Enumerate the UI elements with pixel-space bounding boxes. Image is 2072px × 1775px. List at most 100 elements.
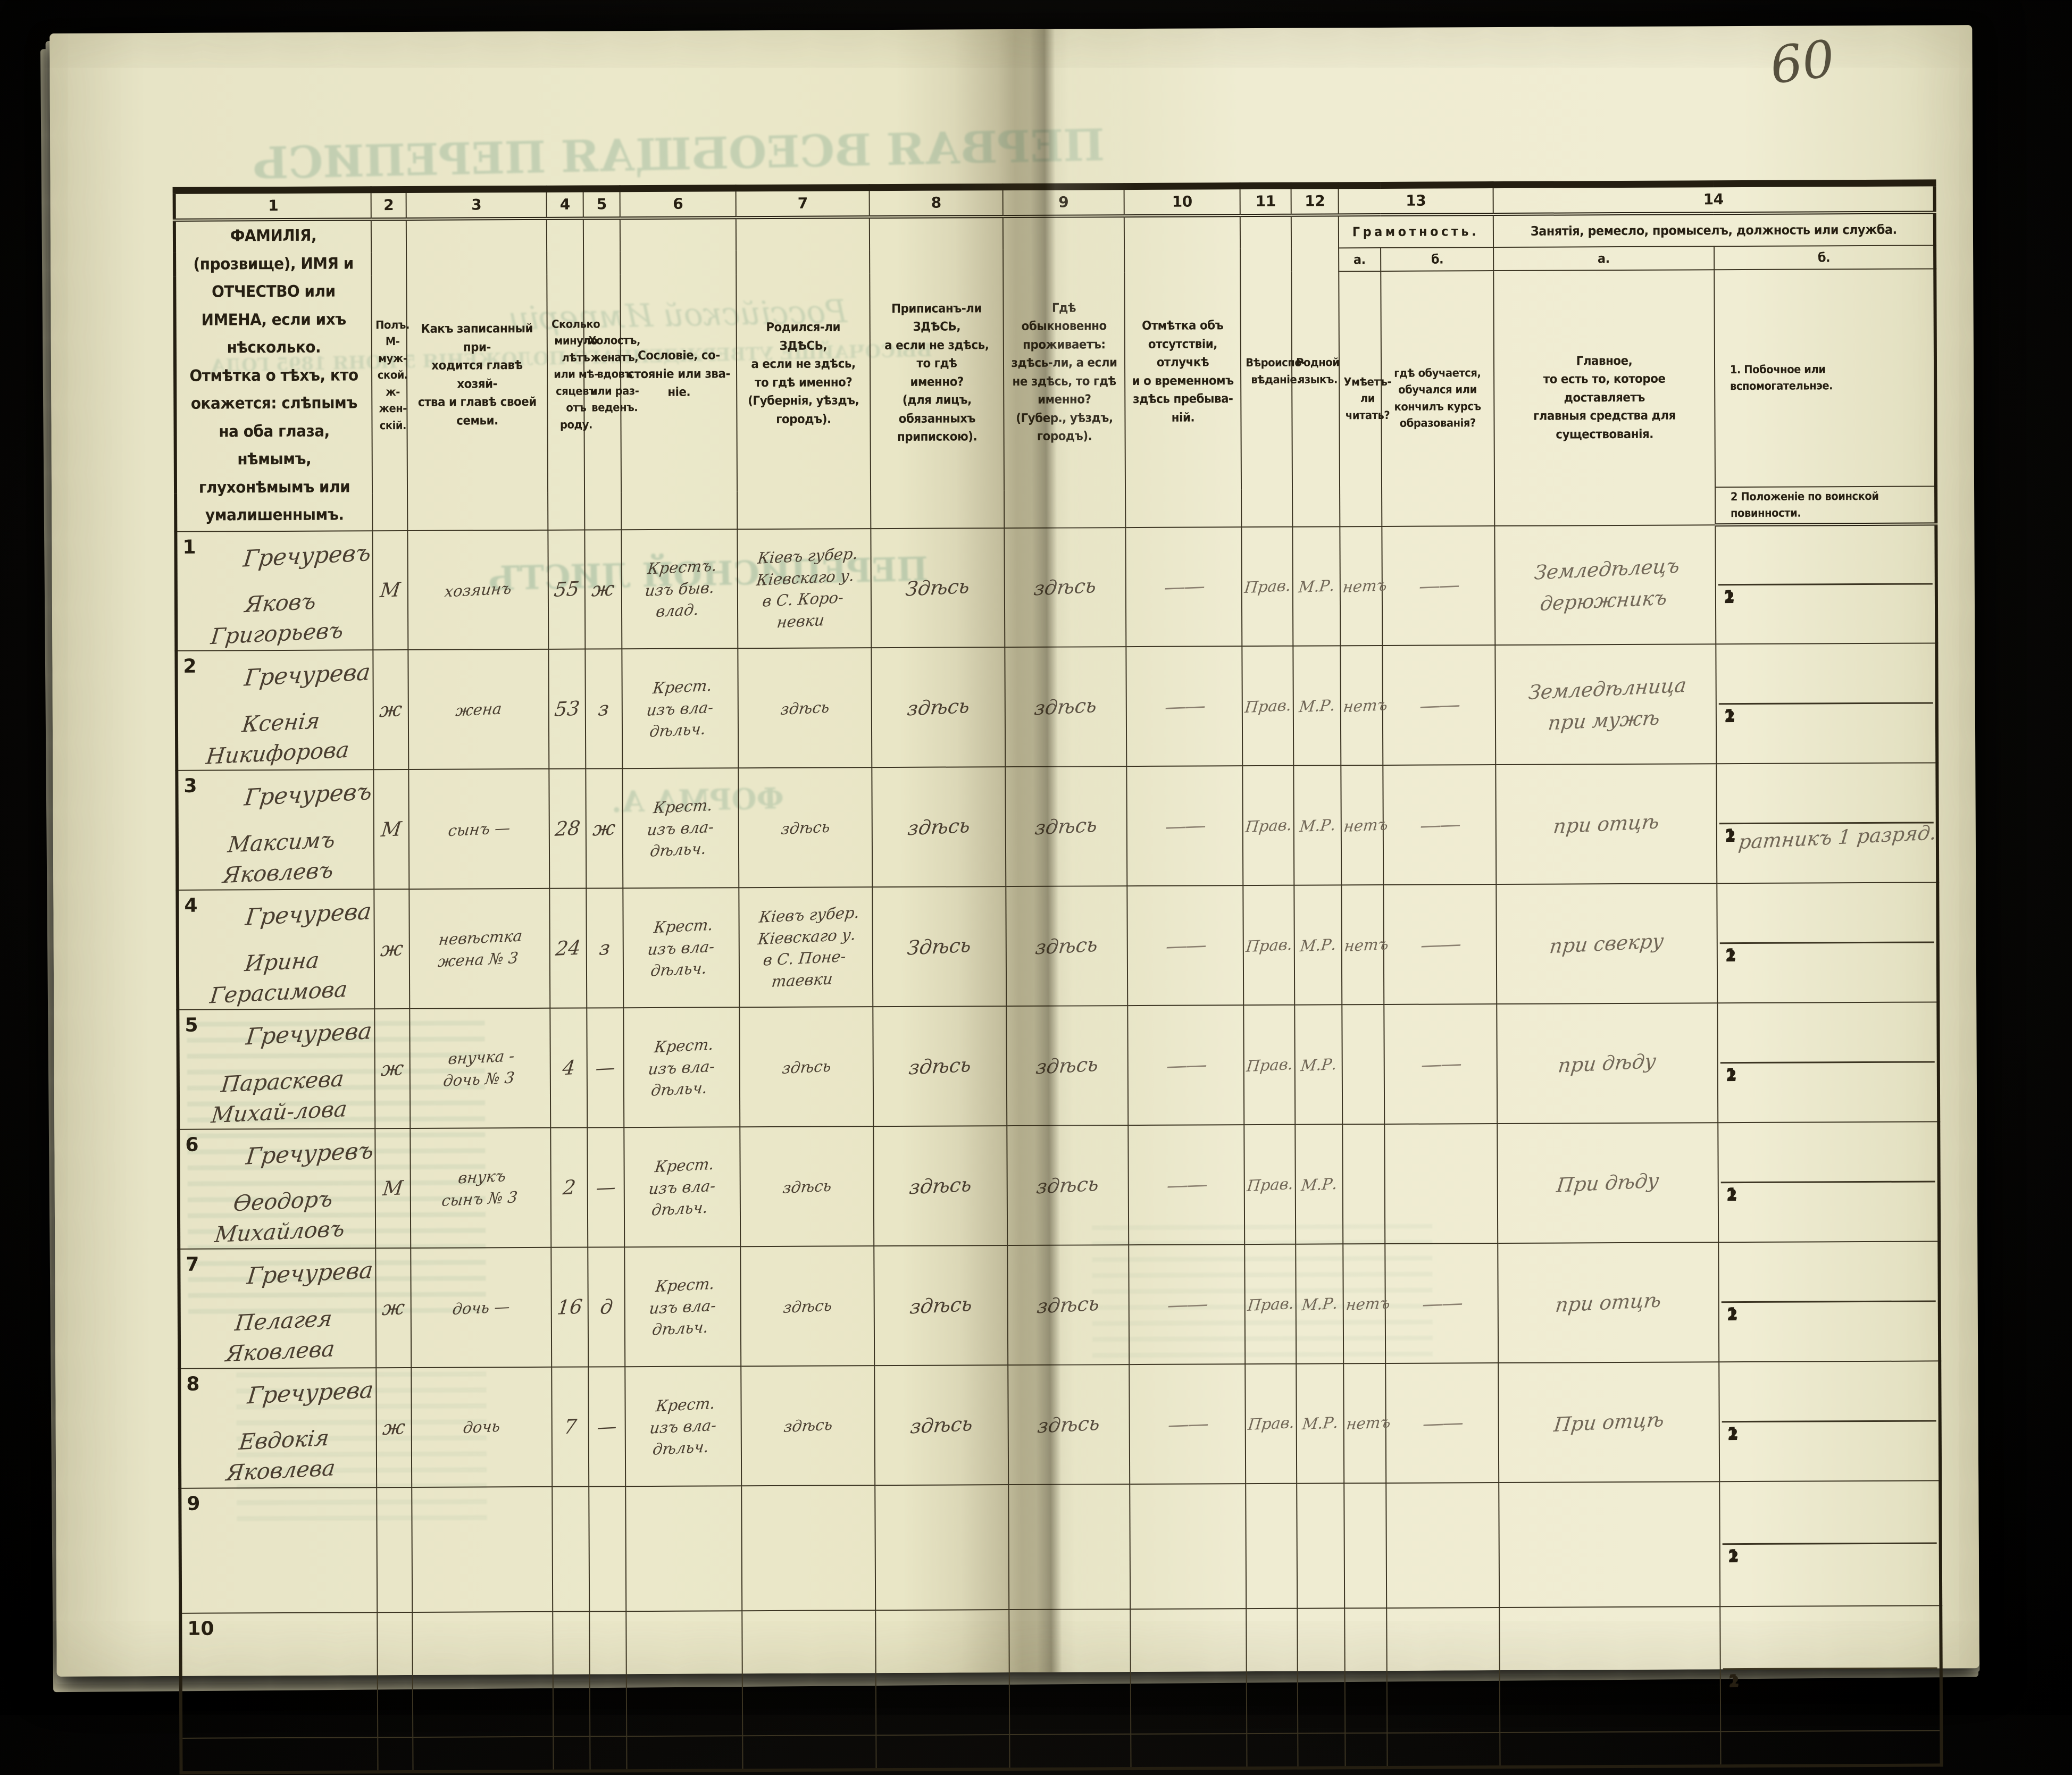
page-number: 60: [1767, 29, 1838, 96]
col-header-name: ФАМИЛІЯ, (прозвище), ИМЯ и ОТЧЕСТВО или …: [174, 219, 373, 532]
marital-cell: з: [586, 888, 624, 1008]
language-cell: М.Р.: [1296, 1363, 1344, 1484]
age-cell: 28: [549, 768, 587, 889]
registered-cell: здѣсь: [874, 1245, 1008, 1366]
col-header-13b-label: б.: [1381, 247, 1494, 271]
registered-cell: [875, 1610, 1010, 1736]
birthplace-cell: здѣсь: [739, 1007, 874, 1127]
estate-cell: Крест. изъ вла- дѣльч.: [622, 648, 739, 769]
col-header-military: 2 Положеніе по воинской повинности.: [1715, 485, 1936, 525]
census-sheet: ПЕРВАЯ ВСЕОБЩАЯ ПЕРЕПИСЬ Россійской Импе…: [49, 25, 1979, 1775]
age-cell: 24: [549, 888, 587, 1009]
col-number-2: 2: [371, 189, 406, 220]
military-status-sub: 2: [1719, 941, 1934, 966]
empty-cell: [626, 1736, 743, 1771]
military-status-sub: 2 ратникъ 1 разряд.: [1719, 822, 1937, 854]
marital-cell: —: [588, 1367, 626, 1487]
empty-cell: [1131, 1734, 1247, 1769]
col-number-4: 4: [546, 189, 583, 219]
marital-cell: ж: [586, 768, 623, 889]
col-header-language: Родной языкъ.: [1291, 215, 1340, 527]
faith-cell: Прав.: [1242, 766, 1294, 886]
relation-cell: хозяинъ: [407, 530, 549, 650]
photograph-of-census-sheet: { "page": { "number": "60" }, "bleed_thr…: [0, 0, 2072, 1715]
age-cell: 4: [550, 1008, 588, 1128]
education-cell: [1384, 1124, 1498, 1244]
record-number: 2: [183, 656, 197, 678]
col-header-sex: Полъ. М-муж- ской. ж-жен- скій.: [371, 219, 410, 531]
record-number: 4: [184, 895, 198, 917]
record-row: 8 Гречурева Евдокія Яковлева ж дочь 7— Крест. …: [179, 1361, 1941, 1489]
sex-cell: ж: [374, 1009, 411, 1129]
estate-cell: Крест. изъ вла- дѣльч.: [623, 887, 740, 1008]
reads-cell: нетъ: [1343, 1363, 1392, 1484]
relation-cell: дочь: [411, 1367, 553, 1488]
empty-cell: [378, 1737, 413, 1772]
registered-cell: здѣсь: [871, 647, 1006, 768]
reads-cell: нетъ: [1340, 646, 1389, 766]
education-cell: ——: [1383, 765, 1497, 885]
col-header-marital: Холостъ, женатъ, вдовъ или раз- веденъ.: [583, 218, 640, 530]
faith-cell: Прав.: [1243, 1005, 1296, 1125]
reads-cell: [1344, 1608, 1388, 1734]
relation-cell: сынъ —: [408, 769, 550, 890]
sub-cell-number: 2: [1726, 1306, 1738, 1325]
registered-cell: здѣсь: [872, 767, 1006, 887]
empty-strip-row: [181, 1730, 1942, 1773]
language-cell: М.Р.: [1294, 885, 1342, 1006]
education-cell: ——: [1383, 884, 1497, 1005]
col-header-literacy: Грамотность.: [1338, 214, 1494, 248]
sub-cell-number: 2: [1725, 947, 1736, 966]
col-number-13: 13: [1338, 185, 1493, 215]
col-number-9: 9: [1002, 186, 1124, 217]
education-cell: ——: [1385, 1243, 1499, 1364]
name-cell: 9: [180, 1487, 378, 1614]
col-header-residence: Гдѣ обыкновенно проживаетъ: здѣсь-ли, а …: [1002, 216, 1126, 528]
military-status-sub: 2: [1718, 583, 1933, 608]
empty-cell: [1500, 1731, 1721, 1768]
sex-cell: ж: [374, 889, 410, 1009]
record-number: 10: [187, 1618, 214, 1640]
record-number: 7: [186, 1254, 199, 1276]
reads-cell: нетъ: [1340, 526, 1388, 646]
name-cell: 7 Гречурева Пелагея Яковлева: [179, 1248, 377, 1369]
col-number-6: 6: [620, 188, 736, 219]
marital-cell: д: [588, 1247, 625, 1367]
occupation-cell: при отцѣ: [1498, 1242, 1719, 1363]
sub-cell-number: 2: [1727, 1426, 1739, 1445]
military-status-sub: 2: [1720, 1180, 1935, 1205]
reads-cell: [1344, 1483, 1387, 1609]
relation-cell: невѣстка жена № 3: [409, 889, 550, 1009]
residence-cell: [1008, 1484, 1131, 1610]
census-table-head: 1 2 3 4 5 6 7 8 9 10 11 12 13 14 ФАМИЛІЯ…: [174, 182, 1936, 532]
estate-cell: [625, 1486, 742, 1612]
empty-cell: [590, 1736, 627, 1771]
language-cell: М.Р.: [1293, 765, 1342, 886]
col-number-10: 10: [1124, 186, 1240, 216]
occupation-cell: при дѣду: [1497, 1003, 1718, 1124]
record-number: 1: [182, 536, 196, 558]
empty-cell: [1720, 1730, 1942, 1766]
registered-cell: Здѣсь: [871, 528, 1005, 648]
registered-cell: Здѣсь: [872, 886, 1007, 1007]
side-occupation-cell: 1 2 ратникъ 1 разряд.: [1716, 763, 1937, 884]
sex-cell: М: [372, 530, 408, 650]
faith-cell: Прав.: [1245, 1363, 1297, 1484]
record-row: 10 1 2: [180, 1605, 1942, 1739]
sub-cell-number: 2: [1723, 589, 1735, 608]
col-header-occupation-main: Главное, то есть то, которое доставляетъ…: [1493, 270, 1716, 526]
estate-cell: [626, 1611, 743, 1737]
col-number-1: 1: [174, 189, 371, 220]
empty-cell: [1247, 1733, 1298, 1769]
language-cell: М.Р.: [1292, 526, 1341, 647]
military-status-sub: 2: [1718, 702, 1933, 727]
marital-cell: з: [585, 649, 623, 769]
education-cell: [1386, 1483, 1500, 1609]
